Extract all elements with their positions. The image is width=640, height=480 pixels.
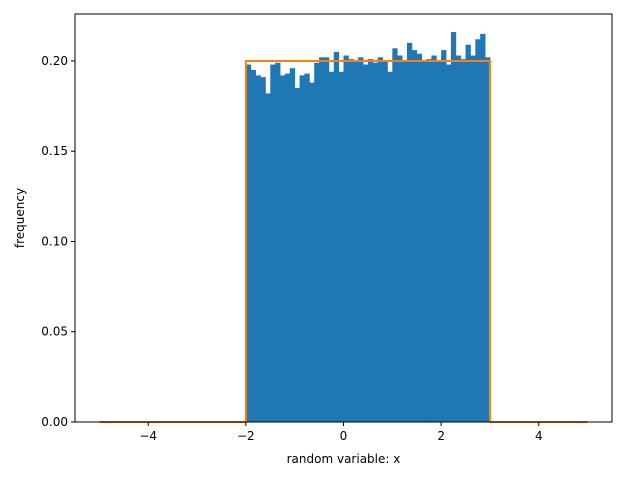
y-axis-label: frequency	[13, 188, 27, 248]
histogram-bar	[309, 82, 315, 422]
histogram-bar	[475, 39, 481, 422]
histogram-bar	[348, 59, 354, 422]
histogram-bar	[465, 44, 471, 422]
histogram-bar	[353, 60, 359, 423]
histogram-bar	[255, 75, 261, 423]
histogram-bar	[299, 75, 305, 423]
y-axis-ticks: 0.00 0.05 0.10 0.15 0.20	[41, 54, 75, 429]
y-tick-label: 0.00	[41, 415, 68, 429]
histogram-bar	[280, 75, 286, 423]
histogram-bar	[480, 33, 486, 423]
histogram-bar	[343, 55, 349, 422]
histogram-bar	[397, 55, 403, 422]
y-tick-label: 0.20	[41, 54, 68, 68]
histogram-bar	[328, 71, 335, 423]
histogram-bars	[245, 32, 491, 423]
histogram-bar	[323, 57, 330, 423]
histogram-bar	[446, 64, 452, 422]
histogram-bar	[382, 60, 388, 423]
histogram-bar	[284, 73, 291, 422]
histogram-bar	[260, 77, 266, 422]
y-tick-label: 0.15	[41, 144, 68, 158]
histogram-bar	[275, 62, 281, 423]
histogram-bar	[406, 42, 413, 423]
histogram-bar	[436, 60, 442, 423]
histogram-bar	[333, 51, 340, 423]
histogram-bar	[338, 71, 344, 423]
histogram-bar	[304, 73, 310, 422]
histogram-bar	[367, 59, 374, 422]
histogram-bar	[416, 53, 423, 422]
histogram-bar	[358, 57, 364, 423]
y-tick-label: 0.10	[41, 234, 68, 248]
histogram-bar	[441, 50, 447, 422]
histogram-bar	[426, 59, 432, 422]
y-tick-label: 0.05	[41, 325, 68, 339]
histogram-bar	[377, 57, 383, 423]
histogram-bar	[421, 60, 427, 423]
x-tick-label: 0	[340, 429, 348, 443]
histogram-bar	[265, 93, 271, 423]
histogram-bar	[460, 59, 466, 422]
x-tick-label: 2	[437, 429, 445, 443]
histogram-bar	[392, 48, 398, 423]
histogram-bar	[402, 60, 408, 423]
histogram-bar	[450, 32, 457, 422]
histogram-bar	[411, 50, 418, 422]
histogram-bar	[485, 57, 491, 423]
histogram-bar	[250, 69, 257, 422]
histogram-bar	[294, 88, 300, 422]
x-axis-ticks: −4 −2 0 2 4	[139, 422, 543, 443]
histogram-bar	[431, 55, 437, 422]
x-tick-label: −2	[237, 429, 255, 443]
x-tick-label: 4	[535, 429, 543, 443]
histogram-bar	[270, 64, 276, 422]
histogram-bar	[455, 55, 462, 422]
histogram-bar	[387, 71, 393, 423]
histogram-bar	[319, 57, 325, 423]
x-tick-label: −4	[139, 429, 157, 443]
histogram-bar	[372, 62, 379, 423]
histogram-bar	[245, 64, 252, 422]
histogram-bar	[470, 55, 476, 422]
x-axis-label: random variable: x	[287, 452, 401, 466]
histogram-bar	[363, 64, 369, 422]
histogram-bar	[289, 68, 296, 422]
histogram-bar	[314, 62, 320, 423]
